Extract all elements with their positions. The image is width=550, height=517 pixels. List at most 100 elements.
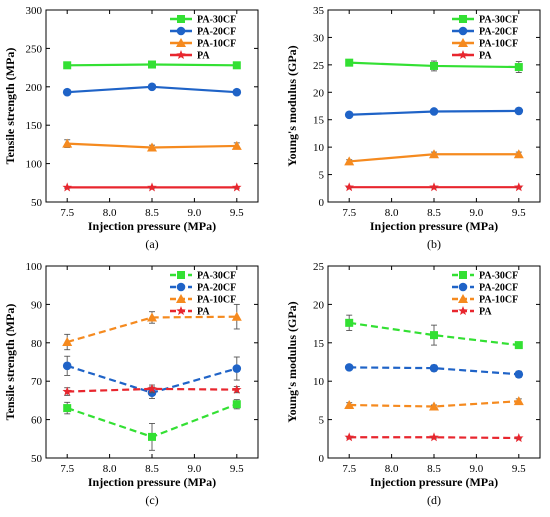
data-point-pa (514, 182, 524, 192)
legend-label: PA-10CF (197, 39, 236, 50)
y-tick-label: 20 (313, 299, 325, 311)
legend-label: PA-30CF (479, 271, 518, 282)
data-point-pa-20cf (514, 106, 524, 116)
data-point-pa-20cf (514, 369, 524, 379)
data-point-pa-20cf (344, 110, 354, 120)
x-axis-title: Injection pressure (MPa) (370, 475, 498, 489)
y-tick-label: 90 (31, 299, 43, 311)
data-point-pa (344, 432, 354, 442)
data-point-pa-10cf (344, 400, 355, 410)
series-line-pa-30cf (349, 321, 519, 347)
data-point-pa-30cf (148, 432, 156, 441)
y-tick-label: 50 (31, 453, 43, 465)
legend-marker-pa-20cf (176, 282, 186, 292)
data-point-pa (429, 182, 439, 192)
data-point-pa-30cf (63, 61, 72, 70)
data-point-pa (514, 433, 524, 443)
legend-label: PA (479, 51, 492, 62)
x-tick-label: 8.0 (103, 207, 117, 219)
x-tick-label: 9.5 (512, 463, 526, 475)
series-pa-30cf (63, 399, 241, 451)
series-pa-10cf (344, 149, 524, 166)
y-tick-label: 0 (319, 197, 325, 209)
data-point-pa-10cf (147, 142, 157, 152)
x-tick-label: 9.0 (188, 463, 202, 475)
series-pa-20cf (344, 106, 524, 120)
data-point-pa-20cf (147, 82, 157, 92)
data-point-pa-20cf (62, 87, 72, 97)
data-point-pa-30cf (514, 63, 523, 72)
panel-label: (c) (145, 493, 158, 507)
data-point-pa-10cf (147, 312, 157, 322)
data-point-pa-10cf (513, 149, 524, 159)
series-line-pa (67, 387, 237, 393)
data-point-pa-30cf (345, 58, 354, 67)
data-point-pa (147, 182, 157, 192)
legend-marker-pa-30cf (459, 15, 467, 23)
y-tick-label: 150 (26, 120, 43, 132)
y-tick-label: 0 (319, 453, 325, 465)
x-tick-label: 8.0 (103, 463, 117, 475)
y-tick-label: 70 (31, 376, 43, 388)
y-tick-label: 300 (26, 5, 43, 17)
x-tick-label: 9.0 (470, 207, 484, 219)
legend-marker-pa (176, 50, 186, 60)
series-pa-30cf (63, 60, 241, 70)
legend-marker-pa-20cf (458, 282, 468, 292)
data-point-pa (62, 182, 72, 192)
data-point-pa-20cf (344, 363, 354, 372)
y-tick-label: 15 (313, 338, 325, 350)
series-pa (344, 432, 524, 443)
series-pa-20cf (344, 363, 524, 379)
y-tick-label: 5 (319, 415, 325, 427)
y-axis-title: Tensile strength (MPa) (3, 304, 17, 421)
series-pa (344, 182, 524, 192)
legend-marker-pa-10cf (176, 294, 186, 303)
data-point-pa-30cf (63, 404, 72, 413)
data-point-pa (232, 182, 242, 192)
legend-label: PA-20CF (197, 283, 236, 294)
data-point-pa (429, 432, 439, 442)
y-tick-label: 25 (313, 261, 325, 273)
series-line-pa (349, 436, 519, 440)
x-tick-label: 8.5 (145, 463, 159, 475)
x-axis-title: Injection pressure (MPa) (370, 219, 498, 233)
x-tick-label: 7.5 (60, 207, 74, 219)
legend-marker-pa (458, 306, 468, 316)
panel-label: (b) (427, 237, 441, 251)
data-point-pa-30cf (148, 60, 156, 69)
panel-label: (d) (427, 493, 441, 507)
y-tick-label: 15 (313, 115, 325, 127)
y-tick-label: 100 (26, 159, 43, 171)
data-point-pa-10cf (231, 311, 242, 321)
legend-marker-pa-20cf (176, 26, 186, 36)
x-axis-title: Injection pressure (MPa) (88, 219, 216, 233)
data-point-pa (147, 383, 157, 393)
data-point-pa-10cf (62, 337, 73, 347)
legend-marker-pa-30cf (177, 271, 185, 279)
legend-label: PA-20CF (479, 283, 518, 294)
panel-a: 7.5 8.0 8.5 9.0 9.5 50 100 150 200 250 300 Injectio… (3, 5, 259, 251)
data-point-pa-30cf (345, 318, 354, 327)
legend-marker-pa-10cf (458, 294, 468, 303)
data-point-pa-30cf (430, 331, 438, 340)
data-point-pa-20cf (429, 107, 439, 116)
x-tick-label: 8.0 (385, 463, 399, 475)
y-tick-label: 20 (313, 87, 325, 99)
legend-marker-pa-20cf (458, 26, 468, 36)
legend-marker-pa-10cf (176, 38, 186, 47)
data-point-pa-10cf (429, 149, 439, 159)
data-point-pa (62, 386, 72, 396)
x-tick-label: 8.0 (385, 207, 399, 219)
x-tick-label: 8.5 (427, 207, 441, 219)
x-tick-label: 9.5 (512, 207, 526, 219)
y-tick-label: 80 (31, 338, 43, 350)
series-pa-10cf (344, 396, 524, 411)
data-point-pa-10cf (62, 138, 73, 148)
y-axis-title: Young's modulus (GPa) (285, 45, 299, 166)
legend-marker-pa-10cf (458, 38, 468, 47)
